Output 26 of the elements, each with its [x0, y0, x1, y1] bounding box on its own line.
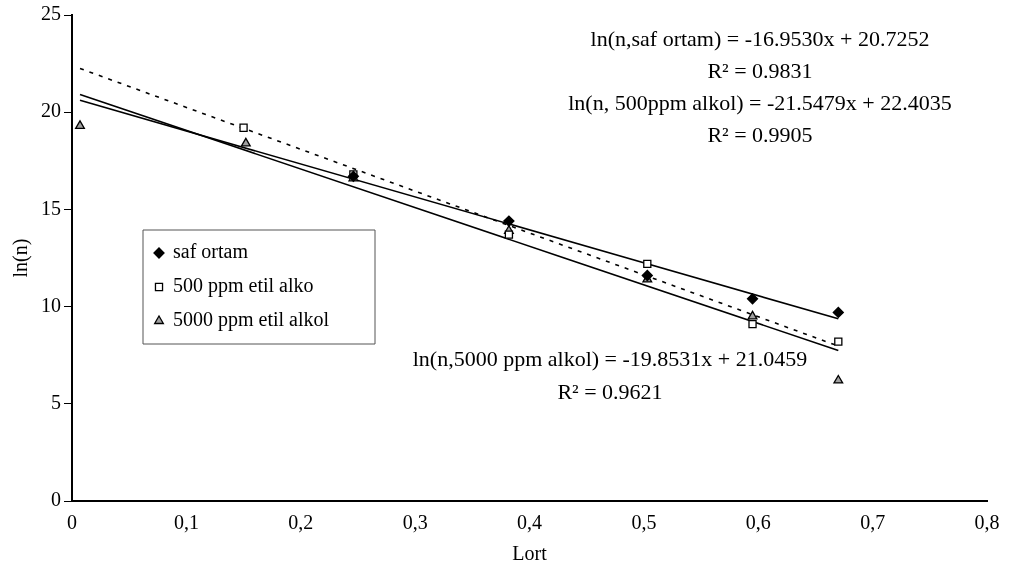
- x-tick-label: 0,2: [288, 511, 314, 534]
- annotation: R² = 0.9905: [707, 121, 813, 147]
- y-tick-label: 5: [51, 391, 61, 414]
- y-tick-label: 10: [41, 293, 61, 316]
- annotation: ln(n,5000 ppm alkol) = -19.8531x + 21.0459: [412, 345, 808, 371]
- annotation: ln(n, 500ppm alkol) = -21.5479x + 22.4035: [568, 89, 952, 115]
- x-tick-label: 0: [67, 511, 77, 534]
- y-tick-label: 20: [41, 99, 61, 122]
- x-tick-label: 0,3: [402, 511, 428, 534]
- y-axis-title: ln(n): [9, 238, 33, 278]
- legend-label: 5000 ppm etil alkol: [173, 308, 330, 332]
- annotation: ln(n,saf ortam) = -16.9530x + 20.7252: [590, 25, 930, 51]
- x-tick-label: 0,5: [631, 511, 657, 534]
- x-tick-label: 0,7: [860, 511, 886, 534]
- x-axis-title: Lort: [512, 542, 548, 565]
- legend-label: saf ortam: [173, 240, 249, 263]
- y-tick-label: 25: [41, 2, 61, 25]
- x-tick-label: 0,4: [517, 511, 542, 534]
- annotation: R² = 0.9621: [557, 378, 663, 404]
- x-tick-label: 0,6: [745, 511, 771, 534]
- legend-label: 500 ppm etil alko: [173, 274, 314, 298]
- y-tick-label: 15: [41, 196, 61, 219]
- y-tick-label: 0: [51, 488, 61, 511]
- x-tick-label: 0,1: [173, 511, 199, 534]
- x-tick-label: 0,8: [974, 511, 1000, 534]
- annotation: R² = 0.9831: [707, 57, 813, 83]
